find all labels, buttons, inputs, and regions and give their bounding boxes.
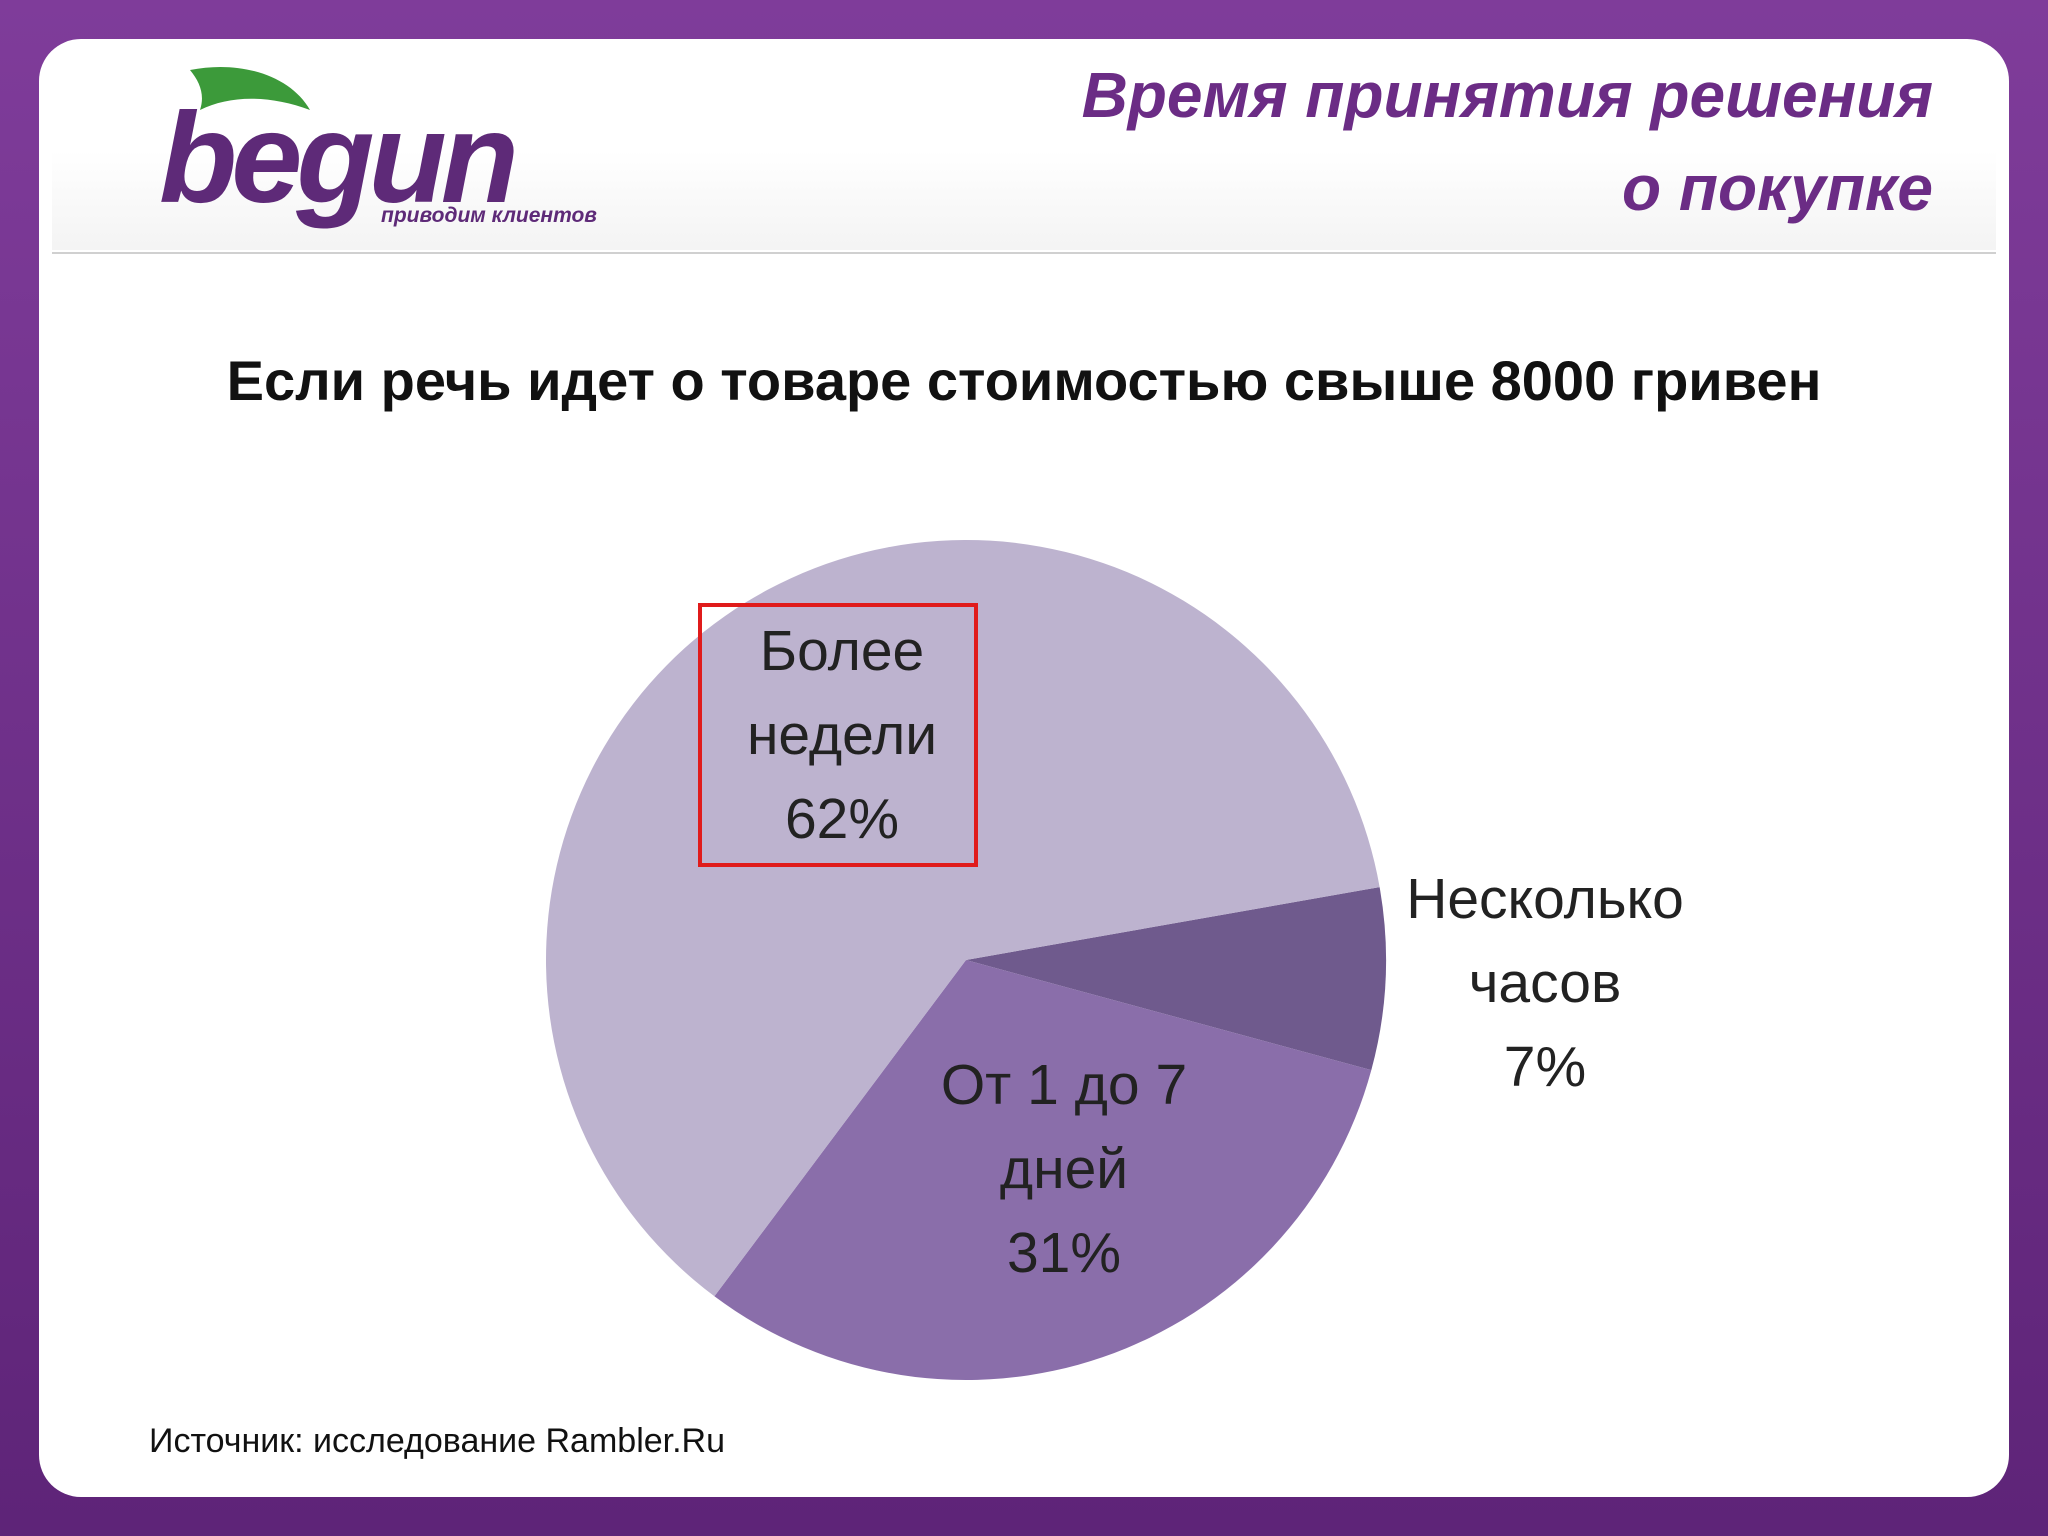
logo-tagline: приводим клиентов bbox=[381, 204, 597, 227]
logo-leaf bbox=[190, 66, 310, 110]
header-title: Время принятия решения bbox=[1082, 59, 1933, 131]
pie-slice bbox=[546, 540, 1380, 1297]
chart-title: Если речь идет о товаре стоимостью свыше… bbox=[227, 349, 1822, 412]
pie-slice bbox=[714, 960, 1372, 1380]
category-label: От 1 до 7 дней bbox=[940, 1053, 1188, 1201]
value-label: 7% bbox=[1503, 1035, 1587, 1099]
logo: begun bbox=[159, 87, 514, 230]
header-title: о покупке bbox=[1622, 152, 1933, 224]
pie-slice bbox=[966, 887, 1386, 1071]
category-label: Более недели bbox=[746, 619, 938, 767]
slice-label: От 1 до 7 дней 31% bbox=[919, 1043, 1209, 1295]
highlight-box bbox=[698, 603, 978, 867]
value-label: 31% bbox=[1006, 1221, 1122, 1285]
slice-label: Более недели 62% bbox=[712, 609, 972, 861]
header-band bbox=[52, 150, 1996, 250]
slice-label: Несколько часов 7% bbox=[1380, 857, 1710, 1109]
source-note: Источник: исследование Rambler.Ru bbox=[149, 1422, 725, 1460]
category-label: Несколько часов bbox=[1406, 867, 1684, 1015]
value-label: 62% bbox=[784, 787, 900, 851]
